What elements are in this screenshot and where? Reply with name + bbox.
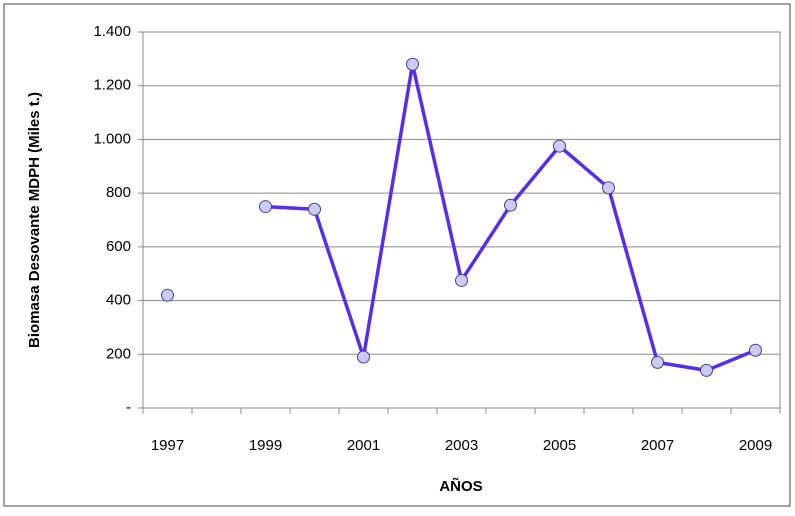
- x-tick-label: 2003: [445, 437, 478, 454]
- data-point: [308, 202, 321, 216]
- x-tick-label: 1997: [151, 437, 184, 454]
- data-point: [357, 350, 370, 364]
- y-tick-label: 200: [106, 345, 131, 362]
- data-point: [259, 200, 272, 214]
- chart-border: [3, 3, 791, 507]
- y-tick-label: 1.200: [93, 77, 131, 94]
- data-point: [504, 198, 517, 212]
- data-point: [406, 57, 419, 71]
- y-tick-label: 600: [106, 238, 131, 255]
- x-axis-title: AÑOS: [439, 477, 482, 495]
- data-point: [553, 139, 566, 153]
- plot-border: [142, 31, 781, 409]
- data-point: [749, 343, 762, 357]
- data-point: [161, 288, 174, 302]
- y-tick-label: 800: [106, 184, 131, 201]
- data-point: [455, 273, 468, 287]
- data-point: [651, 355, 664, 369]
- y-tick-label: 1.400: [93, 23, 131, 40]
- y-tick-label: 1.000: [93, 130, 131, 147]
- data-point: [700, 363, 713, 377]
- x-tick-label: 2007: [641, 437, 674, 454]
- y-tick-label: 400: [106, 292, 131, 309]
- y-axis-title: Biomasa Desovante MDPH (Miles t.): [26, 92, 43, 348]
- data-point: [602, 181, 615, 195]
- x-tick-label: 2001: [347, 437, 380, 454]
- x-tick-label: 1999: [249, 437, 282, 454]
- y-tick-label: -: [126, 399, 131, 416]
- x-tick-label: 2005: [543, 437, 576, 454]
- x-tick-label: 2009: [739, 437, 772, 454]
